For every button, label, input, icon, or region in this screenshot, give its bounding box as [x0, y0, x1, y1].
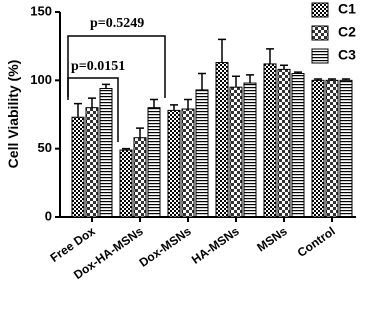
error-bar	[314, 78, 322, 81]
bar	[263, 63, 277, 218]
bar	[325, 79, 339, 218]
bar	[229, 86, 243, 218]
error-bar	[280, 64, 288, 70]
bar	[195, 89, 209, 218]
error-bar	[266, 48, 274, 64]
error-bar	[88, 97, 96, 108]
error-bar	[342, 78, 350, 81]
bar	[85, 107, 99, 218]
bar	[119, 149, 133, 218]
error-bar	[328, 78, 336, 81]
bracket	[67, 77, 119, 142]
bar	[71, 116, 85, 218]
y-tick-label: 100	[30, 72, 52, 87]
x-tick-label: Control	[295, 224, 338, 260]
bar	[291, 73, 305, 218]
y-axis-title: Cell Viability (%)	[5, 60, 21, 169]
error-bar	[122, 147, 130, 151]
y-tick-label: 0	[45, 208, 52, 223]
error-bar	[74, 102, 82, 118]
x-tick-label: HA-MSNs	[189, 224, 242, 267]
y-tick-label: 50	[38, 140, 52, 155]
legend-swatch	[311, 48, 329, 64]
p-value: p=0.0151	[71, 59, 125, 74]
error-bar	[246, 74, 254, 84]
error-bar	[170, 104, 178, 111]
error-bar	[218, 38, 226, 63]
bar	[133, 137, 147, 218]
legend-label: C2	[338, 24, 356, 40]
bar	[167, 109, 181, 218]
bar	[181, 108, 195, 218]
legend-label: C3	[338, 47, 356, 63]
x-tick-label: Dox-MSNs	[137, 224, 194, 270]
bar	[99, 88, 113, 218]
bar	[311, 79, 325, 218]
error-bar	[136, 127, 144, 138]
bar	[339, 79, 353, 218]
p-value: p=0.5249	[90, 16, 144, 31]
error-bar	[184, 98, 192, 110]
bracket	[67, 35, 166, 100]
legend-swatch	[311, 25, 329, 41]
error-bar	[150, 98, 158, 108]
y-tick-label: 150	[30, 3, 52, 18]
bar	[215, 62, 229, 218]
error-bar	[198, 72, 206, 90]
bar	[147, 107, 161, 218]
error-bar	[102, 83, 110, 89]
error-bar	[294, 71, 302, 74]
bar	[277, 68, 291, 218]
bar	[243, 82, 257, 218]
x-tick-label: MSNs	[254, 224, 290, 255]
error-bar	[232, 75, 240, 88]
legend-swatch	[311, 2, 329, 18]
legend-label: C1	[338, 1, 356, 17]
